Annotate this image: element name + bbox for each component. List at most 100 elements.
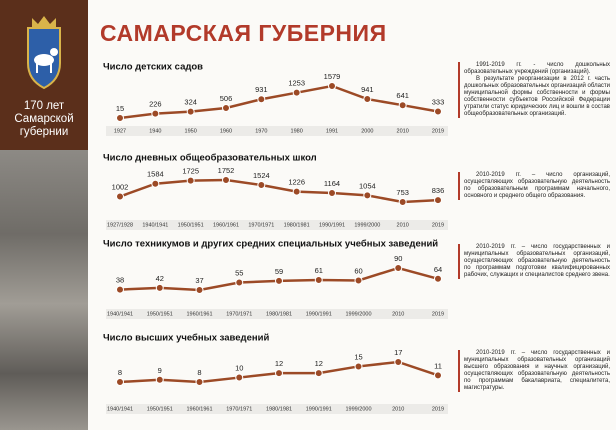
category-label: 1980/1981 (266, 311, 292, 317)
point (315, 370, 322, 377)
value-label: 641 (396, 91, 409, 100)
chart-title: Число высших учебных заведений (103, 333, 269, 344)
point (223, 104, 230, 111)
category-label: 1940 (149, 128, 161, 134)
point (293, 89, 300, 96)
point (435, 275, 442, 282)
point (364, 192, 371, 199)
value-label: 60 (354, 266, 362, 275)
category-label: 1991 (326, 128, 338, 134)
category-label: 1970 (255, 128, 267, 134)
category-label: 2010 (397, 222, 409, 228)
point (435, 372, 442, 379)
category-label: 1960/1961 (213, 222, 239, 228)
point (355, 363, 362, 370)
point (196, 379, 203, 386)
chart-title: Число дневных общеобразовательных школ (103, 153, 317, 164)
category-label: 2000 (361, 128, 373, 134)
page: 170 летСамарскойгубернии САМАРСКАЯ ГУБЕР… (0, 0, 616, 430)
value-label: 324 (184, 98, 197, 107)
chart-title: Число техникумов и других средних специа… (103, 239, 438, 250)
point (258, 182, 265, 189)
note: 1991-2019 гг. - число дошкольных образов… (458, 62, 610, 118)
point (223, 177, 230, 184)
note-paragraph: 2010-2019 гг. – число государственных и … (464, 350, 610, 392)
point (258, 96, 265, 103)
point (364, 96, 371, 103)
category-label: 1960/1961 (187, 406, 213, 412)
point (315, 277, 322, 284)
category-label: 1950/1951 (178, 222, 204, 228)
point (276, 277, 283, 284)
note: 2010-2019 гг. – число государственных и … (458, 350, 610, 392)
point (187, 177, 194, 184)
category-label: 1927 (114, 128, 126, 134)
category-label: 1999/2000 (354, 222, 380, 228)
point (117, 286, 124, 293)
value-label: 12 (315, 359, 323, 368)
value-label: 1226 (288, 178, 305, 187)
value-label: 59 (275, 267, 283, 276)
point (293, 188, 300, 195)
value-label: 226 (149, 100, 162, 109)
category-label: 1940/1941 (107, 311, 133, 317)
point (329, 189, 336, 196)
category-label: 2010 (392, 311, 404, 317)
value-label: 1054 (359, 181, 376, 190)
point (236, 279, 243, 286)
point (236, 374, 243, 381)
value-label: 506 (220, 94, 233, 103)
value-label: 12 (275, 359, 283, 368)
point (187, 108, 194, 115)
category-label: 1960/1961 (187, 311, 213, 317)
category-label: 1990/1991 (306, 406, 332, 412)
note-paragraph: В результате реорганизации в 2012 г. час… (464, 76, 610, 118)
value-label: 1002 (112, 183, 129, 192)
category-label: 1999/2000 (346, 406, 372, 412)
value-label: 15 (116, 104, 124, 113)
value-label: 8 (118, 368, 122, 377)
value-label: 1253 (288, 79, 305, 88)
point (156, 376, 163, 383)
category-label: 2019 (432, 222, 444, 228)
category-label: 1927/1928 (107, 222, 133, 228)
category-label: 1950/1951 (147, 311, 173, 317)
point (152, 180, 159, 187)
category-label: 1960 (220, 128, 232, 134)
value-label: 38 (116, 276, 124, 285)
category-label: 1940/1941 (142, 222, 168, 228)
value-label: 931 (255, 85, 268, 94)
value-label: 8 (197, 368, 201, 377)
point (152, 110, 159, 117)
point (399, 102, 406, 109)
category-label: 1950/1951 (147, 406, 173, 412)
category-label: 1980/1981 (284, 222, 310, 228)
value-label: 10 (235, 364, 243, 373)
category-label: 1999/2000 (346, 311, 372, 317)
value-label: 1164 (324, 179, 340, 188)
point (395, 359, 402, 366)
point (435, 197, 442, 204)
value-label: 17 (394, 348, 402, 357)
category-label: 1980 (291, 128, 303, 134)
value-label: 1752 (218, 166, 235, 175)
point (117, 115, 124, 122)
point (395, 265, 402, 272)
category-label: 1970/1971 (226, 311, 252, 317)
line (120, 86, 438, 118)
note-paragraph: 1991-2019 гг. - число дошкольных образов… (464, 62, 610, 76)
category-label: 1970/1971 (226, 406, 252, 412)
category-label: 1970/1971 (248, 222, 274, 228)
category-label: 1940/1941 (107, 406, 133, 412)
point (156, 284, 163, 291)
point (117, 193, 124, 200)
value-label: 64 (434, 265, 442, 274)
value-label: 1584 (147, 170, 164, 179)
value-label: 1524 (253, 171, 270, 180)
value-label: 55 (235, 269, 243, 278)
value-label: 333 (432, 97, 445, 106)
value-label: 61 (315, 266, 323, 275)
value-label: 42 (156, 274, 164, 283)
value-label: 11 (434, 361, 442, 370)
point (399, 199, 406, 206)
